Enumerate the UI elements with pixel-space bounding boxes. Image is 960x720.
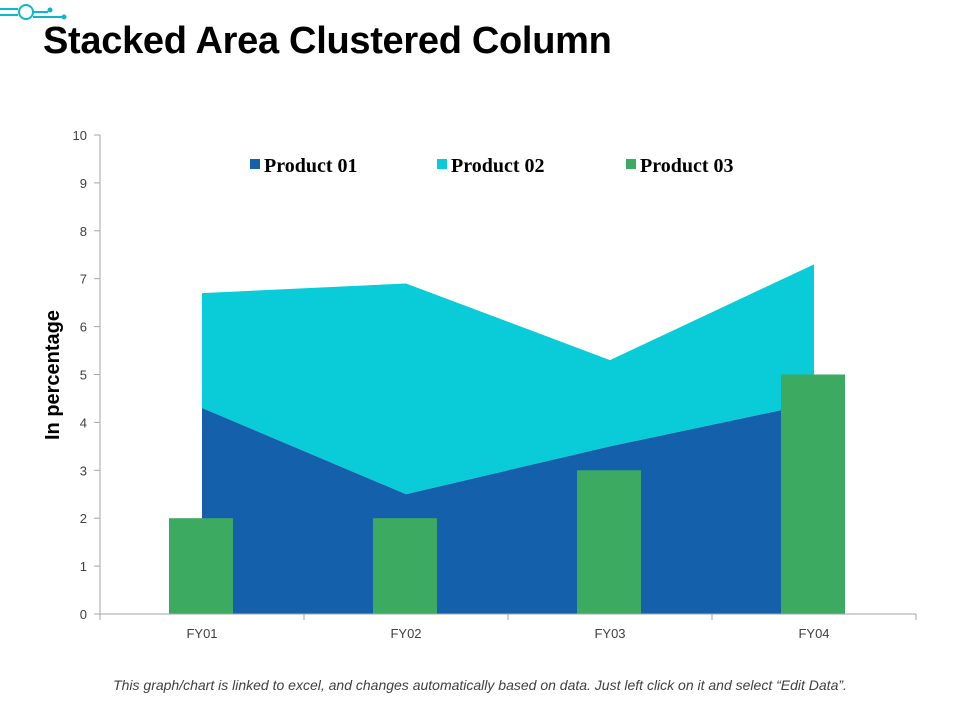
y-tick-label: 0 xyxy=(80,607,87,622)
y-tick-label: 6 xyxy=(80,320,87,335)
legend-swatch-1 xyxy=(250,159,260,169)
y-tick-label: 9 xyxy=(80,176,87,191)
bar-product-03-fy01 xyxy=(169,518,233,614)
x-tick-label: FY01 xyxy=(186,626,217,641)
y-tick-label: 1 xyxy=(80,559,87,574)
chart-footnote: This graph/chart is linked to excel, and… xyxy=(113,677,847,693)
area-product-01 xyxy=(202,403,814,614)
legend-label-3: Product 03 xyxy=(640,155,734,177)
page-title: Stacked Area Clustered Column xyxy=(43,20,612,62)
bar-product-03-fy03 xyxy=(577,470,641,614)
bar-product-03-fy04 xyxy=(781,374,845,614)
legend-swatch-3 xyxy=(626,159,636,169)
y-tick-label: 4 xyxy=(80,415,87,430)
y-tick-label: 8 xyxy=(80,224,87,239)
connector-decoration-icon xyxy=(0,4,67,20)
y-tick-label: 3 xyxy=(80,463,87,478)
y-tick-label: 7 xyxy=(80,272,87,287)
x-tick-label: FY03 xyxy=(594,626,625,641)
y-tick-label: 10 xyxy=(73,128,87,143)
bar-product-03-fy02 xyxy=(373,518,437,614)
y-axis-title: In percentage xyxy=(42,310,64,440)
legend-label-1: Product 01 xyxy=(264,155,358,177)
y-tick-label: 5 xyxy=(80,368,87,383)
legend-label-2: Product 02 xyxy=(451,155,545,177)
x-tick-label: FY02 xyxy=(390,626,421,641)
y-tick-label: 2 xyxy=(80,511,87,526)
area-product-02 xyxy=(202,264,814,495)
x-tick-label: FY04 xyxy=(798,626,829,641)
legend-swatch-2 xyxy=(437,159,447,169)
